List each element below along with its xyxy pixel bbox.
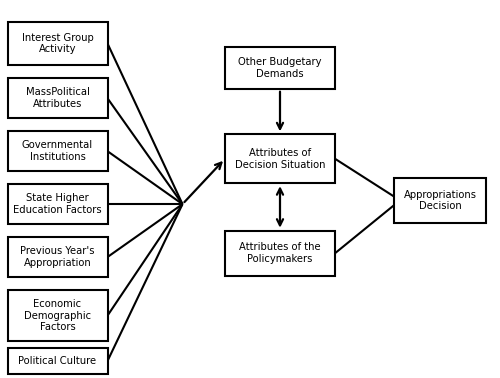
- FancyBboxPatch shape: [394, 178, 486, 223]
- FancyBboxPatch shape: [225, 231, 335, 276]
- FancyBboxPatch shape: [225, 47, 335, 89]
- Text: Attributes of
Decision Situation: Attributes of Decision Situation: [235, 148, 325, 170]
- Text: Political Culture: Political Culture: [18, 356, 96, 366]
- FancyBboxPatch shape: [8, 237, 108, 277]
- FancyBboxPatch shape: [8, 184, 108, 224]
- FancyBboxPatch shape: [8, 79, 108, 118]
- Text: State Higher
Education Factors: State Higher Education Factors: [13, 193, 102, 215]
- Text: Governmental
Institutions: Governmental Institutions: [22, 140, 93, 162]
- Text: Attributes of the
Policymakers: Attributes of the Policymakers: [239, 242, 321, 264]
- Text: Previous Year's
Appropriation: Previous Year's Appropriation: [20, 246, 95, 268]
- FancyBboxPatch shape: [8, 22, 108, 65]
- FancyBboxPatch shape: [8, 290, 108, 341]
- Text: Interest Group
Activity: Interest Group Activity: [22, 33, 94, 54]
- FancyBboxPatch shape: [225, 134, 335, 183]
- Text: MassPolitical
Attributes: MassPolitical Attributes: [26, 87, 90, 109]
- Text: Appropriations
Decision: Appropriations Decision: [404, 189, 476, 211]
- Text: Economic
Demographic
Factors: Economic Demographic Factors: [24, 299, 91, 332]
- FancyBboxPatch shape: [8, 348, 108, 374]
- Text: Other Budgetary
Demands: Other Budgetary Demands: [238, 57, 322, 79]
- FancyBboxPatch shape: [8, 132, 108, 171]
